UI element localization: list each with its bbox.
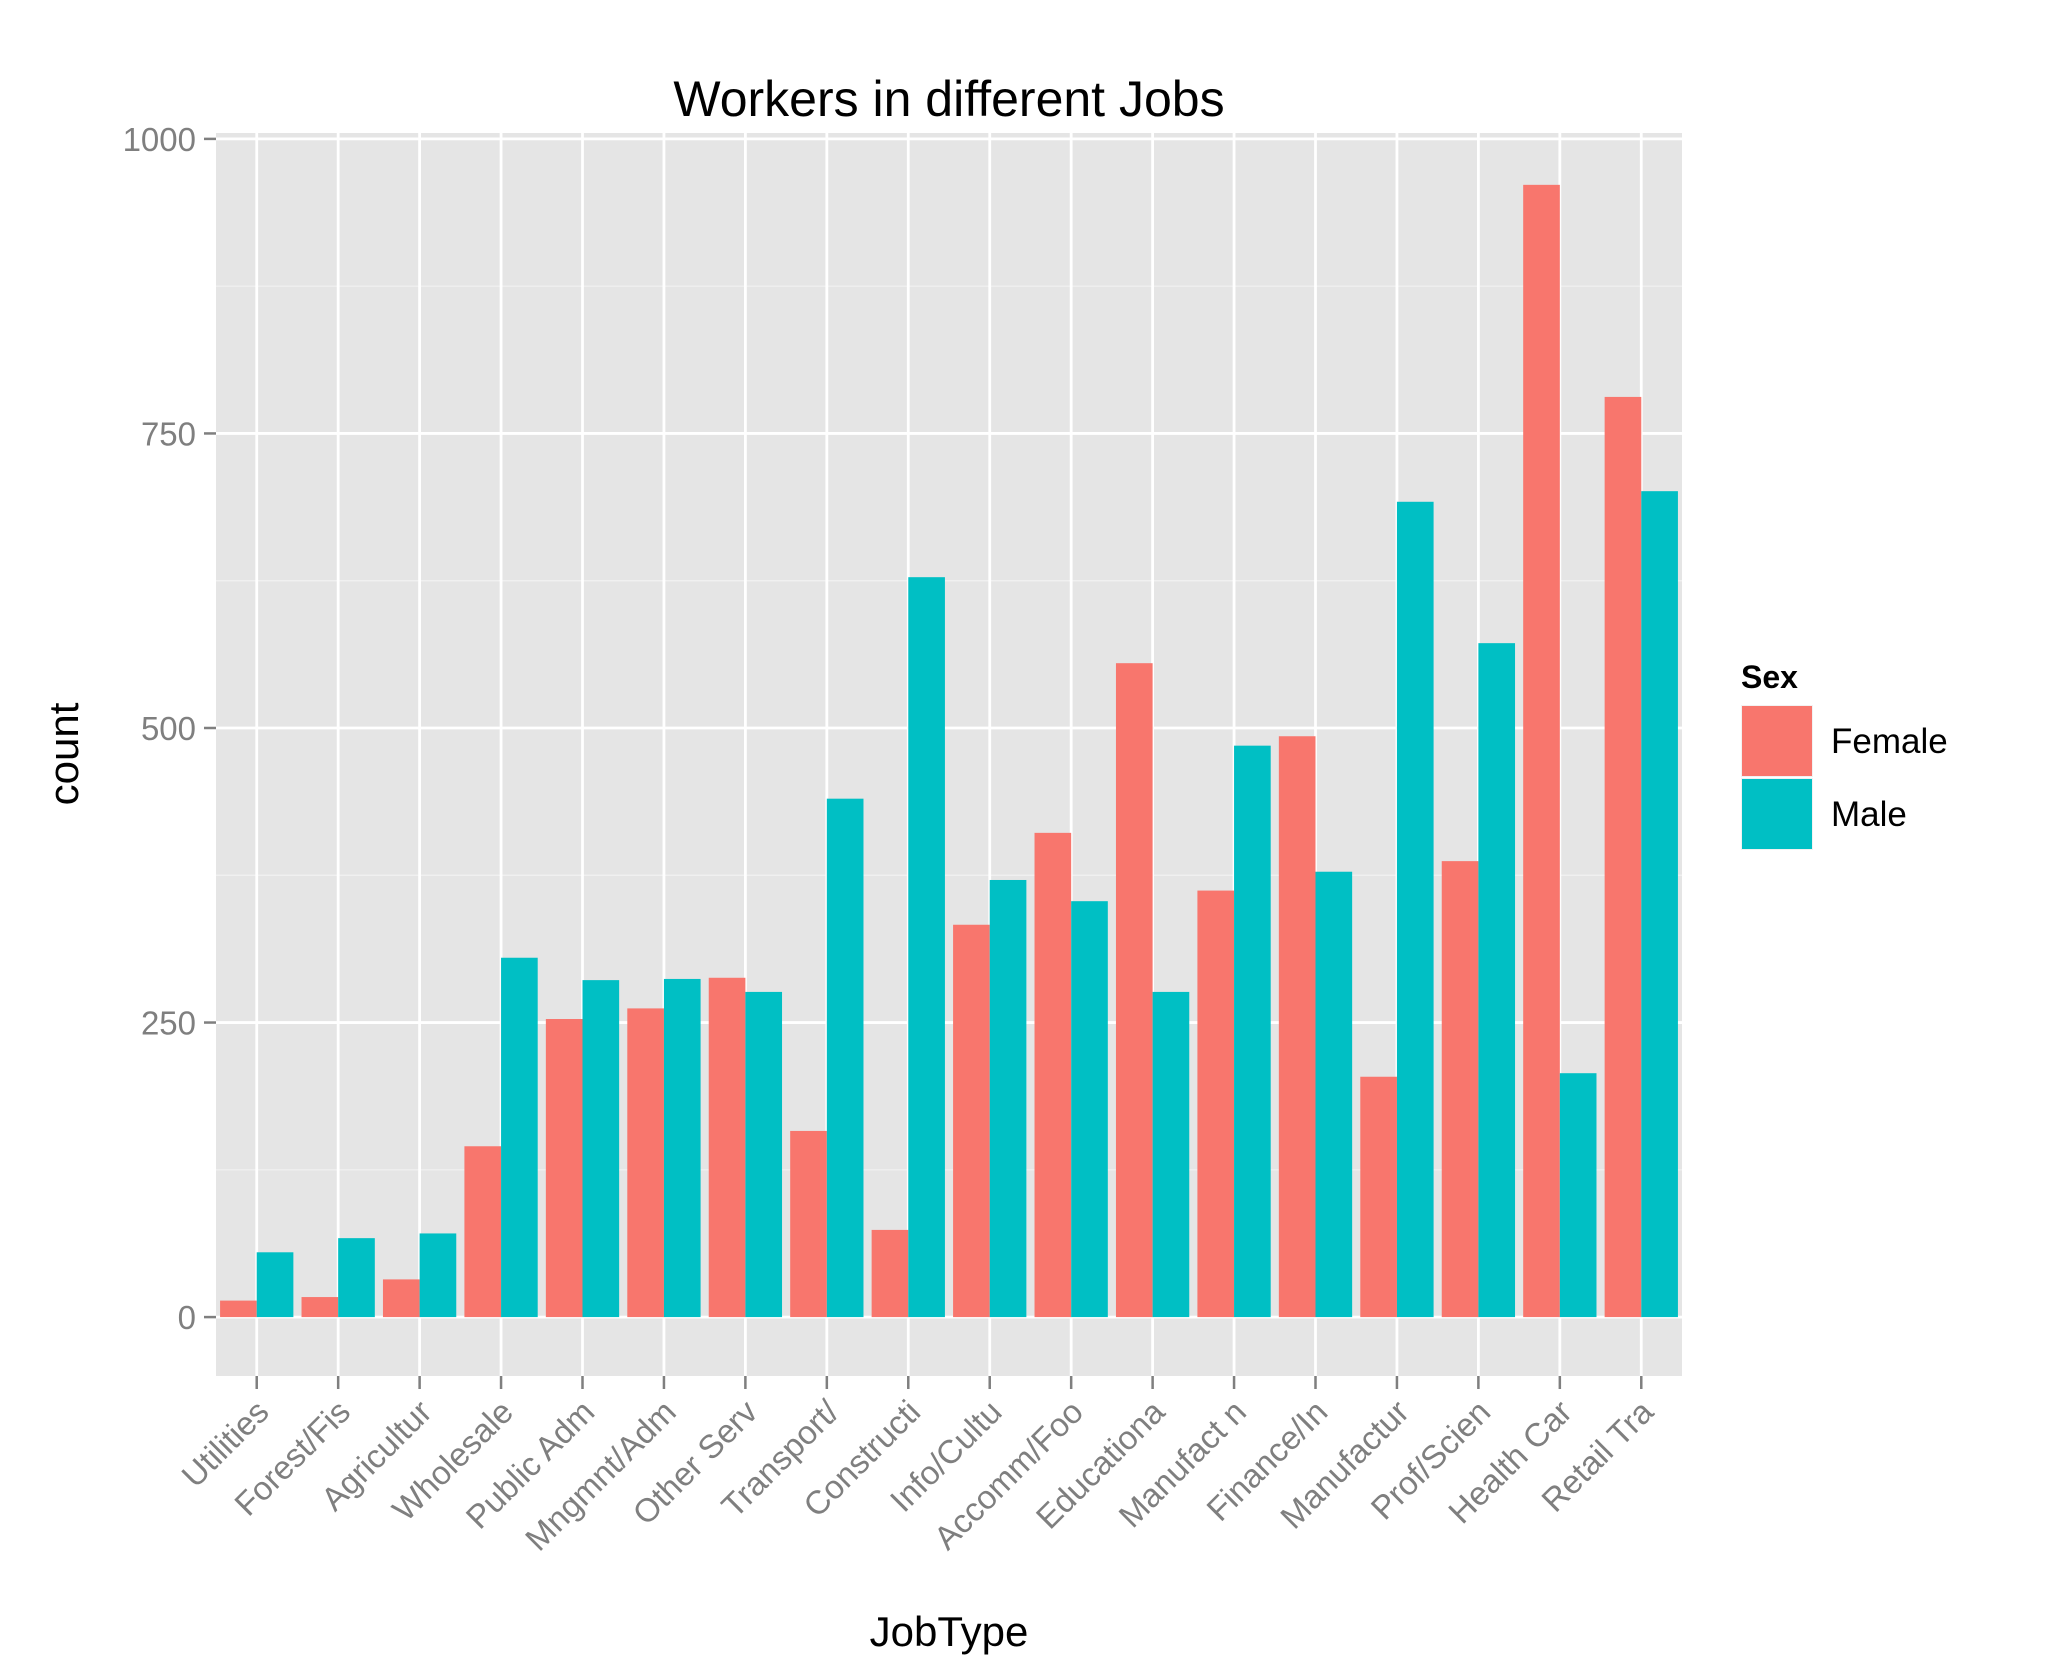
y-axis-title: count xyxy=(40,702,87,805)
legend-items: Female Male xyxy=(1741,705,1948,850)
y-tick-label: 250 xyxy=(141,1005,196,1042)
bar-female xyxy=(545,1019,583,1318)
y-tick-label: 750 xyxy=(141,415,196,452)
bar-female xyxy=(382,1279,420,1318)
bar-female xyxy=(871,1229,909,1318)
plot-panel xyxy=(216,133,1682,1376)
legend-label: Female xyxy=(1831,722,1948,761)
y-tick-label: 0 xyxy=(178,1299,196,1336)
bar-female xyxy=(1197,890,1235,1318)
bar-male xyxy=(908,577,945,1318)
bar-male xyxy=(256,1252,294,1318)
y-tick-label: 500 xyxy=(141,710,196,747)
y-tick-label: 1000 xyxy=(123,121,196,158)
bar-female xyxy=(464,1146,502,1318)
bar-male xyxy=(1641,491,1678,1318)
bar-male xyxy=(663,978,701,1318)
bar-male xyxy=(582,980,620,1318)
legend-label: Male xyxy=(1831,795,1907,834)
legend-key-female xyxy=(1742,706,1812,776)
legend-title: Sex xyxy=(1741,659,1798,695)
bar-female xyxy=(1360,1076,1397,1318)
bar-male xyxy=(989,879,1027,1318)
bar-female xyxy=(1523,184,1560,1318)
bar-male xyxy=(1478,643,1516,1318)
bar-female xyxy=(953,924,990,1318)
bar-female xyxy=(301,1297,339,1318)
bar-female xyxy=(1034,832,1072,1318)
legend: Sex Female Male xyxy=(1741,659,1948,850)
bars xyxy=(220,184,1678,1318)
bar-male xyxy=(745,991,783,1318)
bar-male xyxy=(1234,745,1271,1318)
x-axis: UtilitiesForest/FisAgriculturWholesalePu… xyxy=(174,1376,1661,1558)
bar-female xyxy=(1441,861,1479,1318)
bar-female xyxy=(1115,663,1153,1318)
bar-male xyxy=(338,1238,375,1318)
legend-key-male xyxy=(1742,779,1812,849)
minor-gridlines xyxy=(216,285,1682,1171)
bar-female xyxy=(708,977,746,1318)
bar-female xyxy=(1278,736,1316,1318)
bar-male xyxy=(1152,991,1190,1318)
bar-male xyxy=(501,957,538,1318)
bar-male xyxy=(1071,901,1108,1318)
bar-male xyxy=(1559,1073,1597,1318)
bar-female xyxy=(1604,396,1642,1318)
bar-female xyxy=(790,1130,827,1318)
bar-female xyxy=(220,1300,257,1318)
bar-male xyxy=(1315,871,1353,1318)
bar-male xyxy=(419,1233,457,1318)
chart-title: Workers in different Jobs xyxy=(673,71,1224,127)
x-axis-title: JobType xyxy=(870,1608,1029,1655)
y-axis: 0 250 500 750 1000 xyxy=(123,121,216,1336)
bar-male xyxy=(826,798,864,1318)
bar-male xyxy=(1396,501,1434,1318)
bar-female xyxy=(627,1008,664,1318)
